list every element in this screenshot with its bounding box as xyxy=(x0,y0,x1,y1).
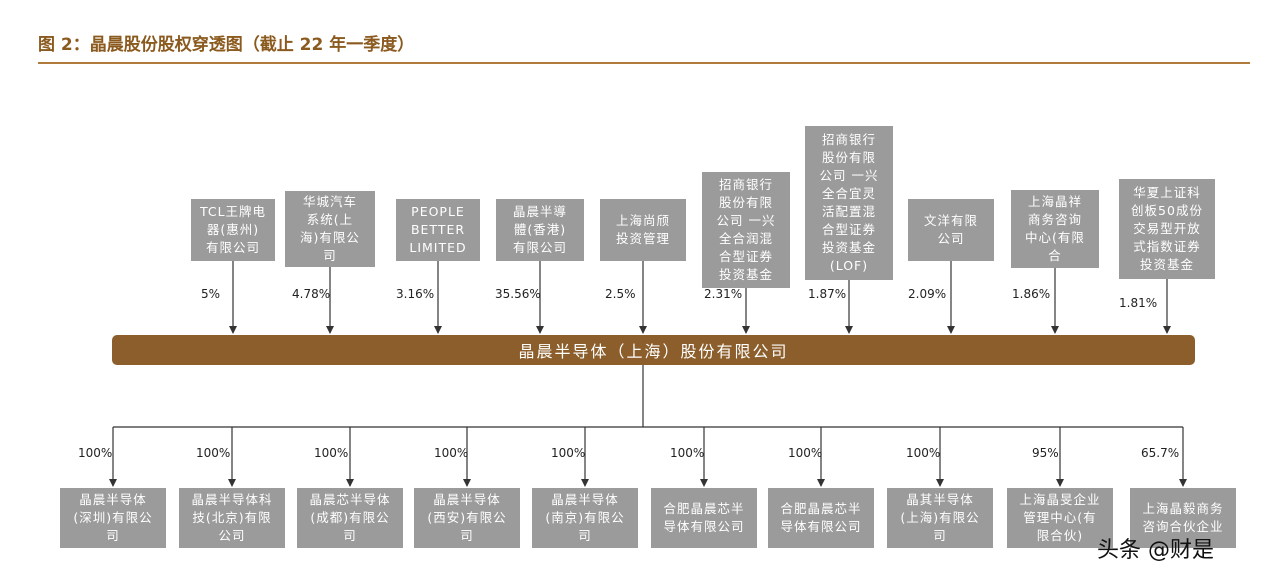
company-bar: 晶晨半导体（上海）股份有限公司 xyxy=(112,335,1195,365)
title-divider xyxy=(38,62,1250,64)
subsidiary-box: 晶晨半导体 (南京)有限公 司 xyxy=(532,488,638,548)
shareholder-percentage: 2.31% xyxy=(704,287,743,301)
shareholder-box: 文洋有限 公司 xyxy=(908,199,994,261)
subsidiary-box: 晶晨芯半导体 (成都)有限公 司 xyxy=(297,488,403,548)
subsidiary-percentage: 100% xyxy=(196,446,231,460)
subsidiary-box: 晶其半导体 (上海)有限公 司 xyxy=(887,488,993,548)
subsidiary-percentage: 100% xyxy=(434,446,469,460)
subsidiary-percentage: 95% xyxy=(1032,446,1059,460)
subsidiary-box: 合肥晶晨芯半 导体有限公司 xyxy=(651,488,757,548)
shareholder-percentage: 35.56% xyxy=(495,287,541,301)
subsidiary-box: 上海晶旻企业 管理中心(有 限合伙) xyxy=(1007,488,1113,548)
subsidiary-box: 上海晶毅商务 咨询合伙企业 xyxy=(1130,488,1236,548)
shareholder-box: 上海晶祥 商务咨询 中心(有限 合 xyxy=(1011,190,1099,268)
shareholder-percentage: 1.81% xyxy=(1119,296,1158,310)
subsidiary-percentage: 100% xyxy=(78,446,113,460)
shareholder-box: PEOPLE BETTER LIMITED xyxy=(396,199,480,261)
subsidiary-box: 合肥晶晨芯半 导体有限公司 xyxy=(768,488,874,548)
shareholder-percentage: 3.16% xyxy=(396,287,435,301)
shareholder-percentage: 1.86% xyxy=(1012,287,1051,301)
subsidiary-percentage: 100% xyxy=(670,446,705,460)
shareholder-percentage: 2.09% xyxy=(908,287,947,301)
watermark: 头条 @财是 xyxy=(1097,538,1214,563)
subsidiary-box: 晶晨半导体 (深圳)有限公 司 xyxy=(60,488,166,548)
shareholder-percentage: 1.87% xyxy=(808,287,847,301)
shareholder-box: 华城汽车 系统(上 海)有限公 司 xyxy=(285,191,375,267)
subsidiary-box: 晶晨半导体科 技(北京)有限 公司 xyxy=(179,488,285,548)
shareholder-box: 晶晨半導 體(香港) 有限公司 xyxy=(496,199,584,261)
shareholder-box: TCL王牌电 器(惠州) 有限公司 xyxy=(191,199,275,261)
shareholder-box: 华夏上证科 创板50成份 交易型开放 式指数证券 投资基金 xyxy=(1119,179,1215,279)
shareholder-percentage: 2.5% xyxy=(605,287,636,301)
subsidiary-percentage: 100% xyxy=(314,446,349,460)
subsidiary-percentage: 100% xyxy=(551,446,586,460)
shareholder-percentage: 5% xyxy=(201,287,221,301)
subsidiary-percentage: 65.7% xyxy=(1141,446,1180,460)
shareholder-box: 上海尚颀 投资管理 xyxy=(600,199,686,261)
figure-title: 图 2：晶晨股份股权穿透图（截止 22 年一季度） xyxy=(38,35,415,55)
subsidiary-percentage: 100% xyxy=(788,446,823,460)
shareholder-percentage: 4.78% xyxy=(292,287,331,301)
subsidiary-percentage: 100% xyxy=(906,446,941,460)
shareholder-box: 招商银行 股份有限 公司 一兴 全合宜灵 活配置混 合型证券 投资基金 (LOF… xyxy=(805,126,893,280)
shareholder-box: 招商银行 股份有限 公司 一兴 全合润混 合型证券 投资基金 xyxy=(702,172,790,288)
subsidiary-box: 晶晨半导体 (西安)有限公 司 xyxy=(414,488,520,548)
